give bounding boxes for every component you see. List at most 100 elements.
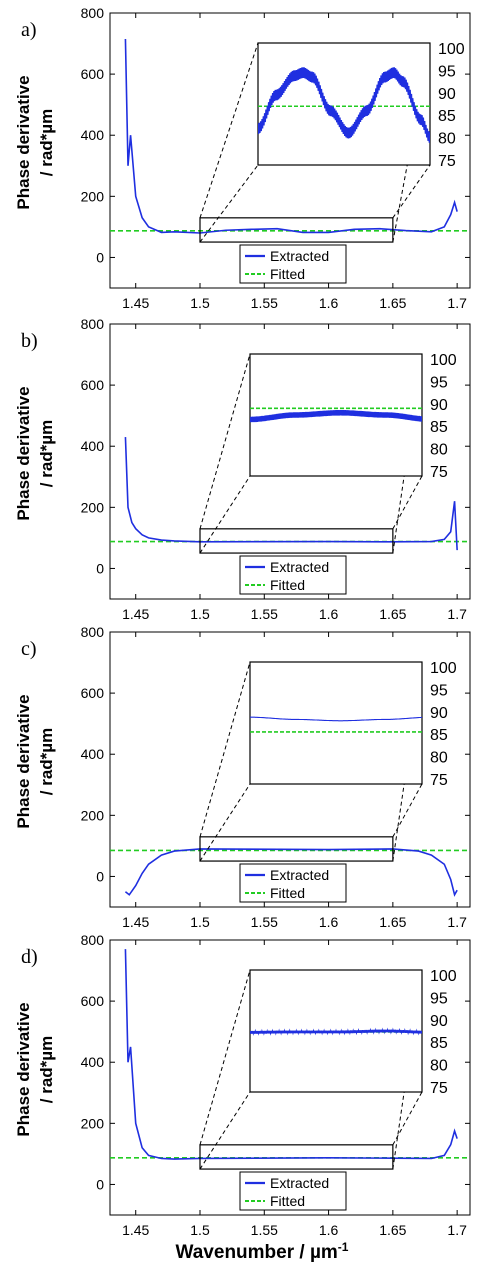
y-tick-label: 200: [81, 499, 105, 515]
legend-label-fitted: Fitted: [270, 577, 305, 593]
x-tick-label: 1.5: [190, 295, 210, 311]
y-tick-label: 0: [96, 868, 104, 884]
zoom-connector: [199, 969, 251, 1145]
y-tick-label: 600: [81, 377, 105, 393]
zoom-rectangle: [199, 836, 394, 862]
inset-y-tick-label: 95: [430, 990, 448, 1007]
inset-y-tick-label: 90: [430, 705, 448, 722]
inset-y-tick-label: 85: [438, 108, 456, 125]
x-tick-label: 1.45: [122, 295, 149, 311]
y-axis-label-line2: / rad*µm: [37, 420, 56, 487]
y-tick-label: 200: [81, 1115, 105, 1131]
y-tick-label: 600: [81, 685, 105, 701]
legend-box: [239, 244, 347, 284]
y-axis-label-line1: Phase derivative: [14, 1002, 33, 1136]
x-tick-label: 1.55: [251, 295, 278, 311]
legend-label-extracted: Extracted: [270, 559, 329, 575]
y-tick-label: 800: [81, 932, 105, 948]
inset-y-tick-label: 100: [430, 352, 457, 369]
y-tick-label: 0: [96, 249, 104, 265]
zoom-connector: [199, 1091, 251, 1170]
zoom-connector: [392, 783, 423, 838]
y-axis-label-line2: / rad*µm: [37, 1036, 56, 1103]
inset-y-tick-label: 90: [430, 1013, 448, 1030]
panel-label: a): [21, 19, 37, 41]
inset-y-tick-label: 85: [430, 727, 448, 744]
x-tick-label: 1.5: [190, 606, 210, 622]
x-axis-label-text: Wavenumber / µm: [176, 1242, 338, 1263]
panel-a: a) Phase derivative / rad*µm 0 200 400 600 800 1…: [14, 5, 471, 311]
inset-y-tick-label: 90: [438, 86, 456, 103]
legend-label-extracted: Extracted: [270, 1175, 329, 1191]
zoom-connector: [199, 353, 251, 529]
series-extracted: [124, 38, 458, 234]
panel-label: d): [21, 946, 38, 968]
x-tick-label: 1.5: [190, 1222, 210, 1238]
axes-frame: [109, 12, 471, 289]
y-axis-label-line1: Phase derivative: [14, 694, 33, 828]
legend-label-extracted: Extracted: [270, 867, 329, 883]
inset-frame: [249, 661, 423, 785]
y-axis-label-line1: Phase derivative: [14, 386, 33, 520]
x-tick-label: 1.55: [251, 914, 278, 930]
zoom-connector: [392, 164, 431, 219]
y-tick-label: 0: [96, 1176, 104, 1192]
inset-y-tick-label: 80: [438, 131, 456, 148]
axes-frame: [109, 323, 471, 600]
inset-y-tick-label: 75: [430, 1080, 448, 1097]
inset-y-tick-label: 100: [438, 41, 465, 58]
x-tick-label: 1.55: [251, 1222, 278, 1238]
x-tick-label: 1.6: [319, 1222, 339, 1238]
y-axis-label-line1: Phase derivative: [14, 75, 33, 209]
inset-y-tick-label: 80: [430, 750, 448, 767]
panel-d: d) Phase derivative / rad*µm 0 200 400 600 800 1…: [14, 932, 471, 1238]
inset-series-extracted: [250, 410, 422, 423]
series-extracted: [124, 437, 458, 551]
zoom-connector: [199, 42, 259, 218]
y-axis-label-line2: / rad*µm: [37, 728, 56, 795]
y-tick-label: 400: [81, 746, 105, 762]
panel-label: b): [21, 330, 38, 352]
x-tick-label: 1.6: [319, 295, 339, 311]
legend-box: [239, 863, 347, 903]
axes-frame: [109, 939, 471, 1216]
x-tick-label: 1.7: [447, 914, 467, 930]
legend-label-fitted: Fitted: [270, 885, 305, 901]
legend-label-fitted: Fitted: [270, 266, 305, 282]
zoom-connector: [199, 164, 259, 243]
y-tick-label: 200: [81, 188, 105, 204]
x-tick-label: 1.65: [379, 914, 406, 930]
y-axis-label-line2: / rad*µm: [37, 109, 56, 176]
series-extracted: [124, 848, 458, 897]
zoom-rectangle: [199, 528, 394, 554]
inset-y-tick-label: 80: [430, 442, 448, 459]
zoom-rectangle: [199, 217, 394, 243]
x-tick-label: 1.7: [447, 1222, 467, 1238]
inset-y-tick-label: 85: [430, 1035, 448, 1052]
axes-frame: [109, 631, 471, 908]
y-tick-label: 600: [81, 66, 105, 82]
zoom-connector: [199, 661, 251, 837]
inset-y-tick-label: 80: [430, 1058, 448, 1075]
zoom-connector: [199, 783, 251, 862]
x-tick-label: 1.65: [379, 1222, 406, 1238]
inset-series-extracted: [250, 1027, 422, 1036]
x-tick-label: 1.6: [319, 606, 339, 622]
inset-y-tick-label: 85: [430, 419, 448, 436]
y-tick-label: 400: [81, 438, 105, 454]
inset-y-tick-label: 100: [430, 968, 457, 985]
inset-series-extracted: [258, 67, 430, 143]
inset-y-tick-label: 90: [430, 397, 448, 414]
inset-y-tick-label: 95: [438, 63, 456, 80]
x-tick-label: 1.45: [122, 1222, 149, 1238]
x-tick-label: 1.6: [319, 914, 339, 930]
inset-series-extracted: [250, 716, 422, 722]
legend-box: [239, 555, 347, 595]
y-tick-label: 800: [81, 316, 105, 332]
panel-b: b) Phase derivative / rad*µm 0 200 400 600 800 1…: [14, 316, 471, 622]
panel-label: c): [21, 638, 37, 660]
zoom-connector: [392, 1091, 423, 1146]
legend-box: [239, 1171, 347, 1211]
x-tick-label: 1.7: [447, 295, 467, 311]
y-tick-label: 400: [81, 1054, 105, 1070]
